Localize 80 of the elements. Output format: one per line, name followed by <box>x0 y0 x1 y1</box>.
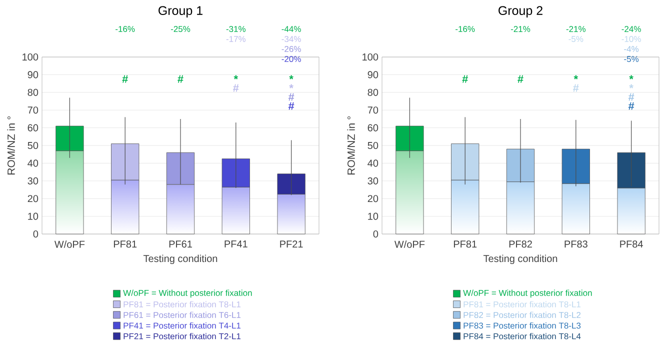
y-tick-label: 0 <box>373 230 378 238</box>
text: PF41 = Posterior fixation T4-L1 <box>124 322 241 329</box>
annotation: # <box>518 75 524 83</box>
text: PF81 = Posterior fixation T8-L1 <box>124 301 241 308</box>
annotation: # <box>288 93 294 101</box>
x-tick-label: PF81 <box>454 240 477 248</box>
text: -21% <box>510 26 530 32</box>
text: -4% <box>624 46 639 52</box>
annotation: # <box>122 75 128 83</box>
annotation: # <box>628 102 634 110</box>
chart-title: Group 1 <box>158 6 202 18</box>
text: -16% <box>116 26 135 32</box>
y-tick-label: 70 <box>368 106 378 114</box>
text: -34% <box>282 36 301 42</box>
chart-title: Group 2 <box>498 6 542 18</box>
y-tick-label: 40 <box>368 160 378 167</box>
text: -31% <box>226 26 246 32</box>
y-tick-label: 20 <box>28 195 38 202</box>
text: W/oPF = Without posterior fixation <box>463 290 592 298</box>
y-tick-label: 50 <box>368 142 378 150</box>
x-tick-label: PF81 <box>114 240 137 248</box>
y-tick-label: 30 <box>28 177 38 184</box>
x-tick-label: PF83 <box>564 240 588 248</box>
x-tick-label: PF84 <box>620 240 643 248</box>
text: W/oPF = Without posterior fixation <box>123 290 252 298</box>
text: PF21 = Posterior fixation T2-L1 <box>124 333 241 340</box>
y-tick-label: 90 <box>368 71 378 78</box>
y-tick-label: 40 <box>28 160 38 167</box>
y-axis-title: ROM/NZ in ° <box>7 116 15 174</box>
y-tick-label: 10 <box>368 212 378 220</box>
text: -24% <box>622 26 641 32</box>
annotation: * <box>289 75 294 80</box>
text: -17% <box>226 36 246 42</box>
y-tick-label: 60 <box>28 124 38 132</box>
text: PF81 = Posterior fixation T8-L1 <box>464 301 581 308</box>
annotation: # <box>288 102 294 110</box>
x-tick-label: PF21 <box>280 240 303 248</box>
y-tick-label: 60 <box>368 124 378 132</box>
text: -21% <box>566 26 586 32</box>
text: -10% <box>622 36 641 42</box>
annotation: # <box>178 75 184 83</box>
y-tick-label: 50 <box>28 142 38 150</box>
y-tick-label: 90 <box>28 71 38 78</box>
x-axis-title: Testing condition <box>143 254 218 264</box>
text: -25% <box>170 26 190 32</box>
x-tick-label: W/oPF <box>54 240 85 248</box>
y-tick-label: 0 <box>33 230 38 238</box>
annotation: # <box>462 75 468 83</box>
text: PF61 = Posterior fixation T6-L1 <box>124 312 241 318</box>
annotation: -5% <box>624 56 639 62</box>
x-axis-title: Testing condition <box>483 254 558 264</box>
annotation: # <box>573 84 579 92</box>
text: -16% <box>456 26 475 32</box>
text: PF82 = Posterior fixation T8-L2 <box>464 312 581 318</box>
text: -26% <box>282 46 301 52</box>
text: -44% <box>282 26 301 32</box>
y-tick-label: 100 <box>362 53 378 61</box>
x-tick-label: PF41 <box>224 240 248 248</box>
y-tick-label: 70 <box>28 106 38 114</box>
y-tick-label: 20 <box>368 195 378 202</box>
text: PF84 = Posterior fixation T8-L4 <box>464 333 581 340</box>
annotation: -20% <box>282 56 301 62</box>
text: -5% <box>568 36 584 42</box>
y-axis-title: ROM/NZ in ° <box>347 116 355 174</box>
annotation: * <box>289 84 294 88</box>
annotation: * <box>574 75 578 80</box>
y-tick-label: 80 <box>368 88 378 96</box>
x-tick-label: W/oPF <box>394 240 425 248</box>
text: PF83 = Posterior fixation T8-L3 <box>464 322 581 329</box>
annotation: * <box>234 75 238 80</box>
y-tick-label: 10 <box>28 212 38 220</box>
annotation: * <box>629 75 634 80</box>
y-tick-label: 80 <box>28 88 38 96</box>
y-tick-label: 100 <box>22 53 38 61</box>
annotation: # <box>233 84 239 92</box>
y-tick-label: 30 <box>368 177 378 184</box>
annotation: # <box>628 93 634 101</box>
annotation: * <box>629 84 634 88</box>
x-tick-label: PF61 <box>169 240 192 248</box>
x-tick-label: PF82 <box>509 240 532 248</box>
